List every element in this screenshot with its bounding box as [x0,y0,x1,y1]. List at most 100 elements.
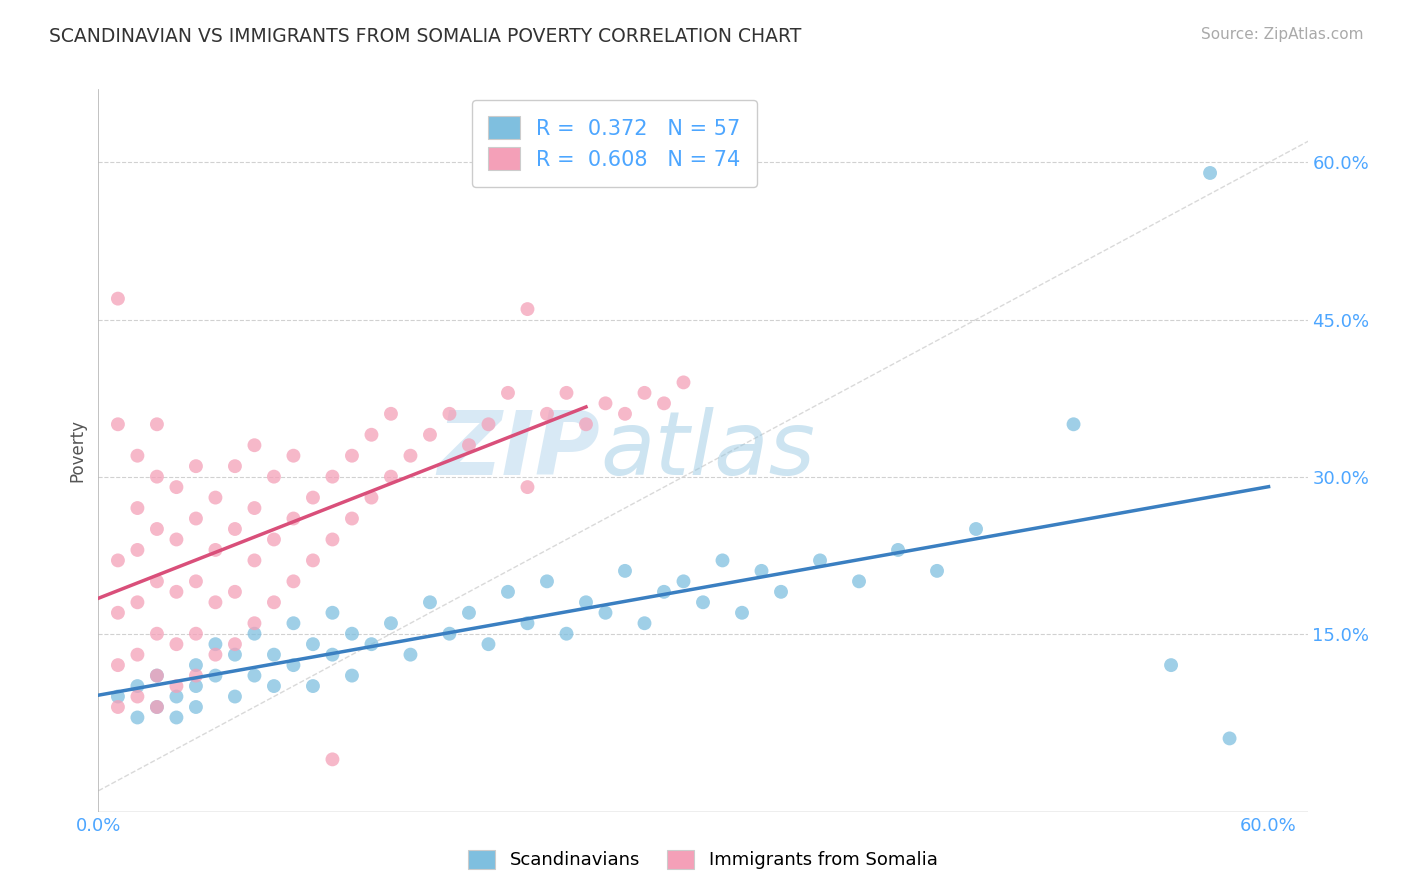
Point [496,385,519,400]
Point [769,584,792,599]
Point [321,648,343,662]
Point [165,690,187,704]
Text: Source: ZipAtlas.com: Source: ZipAtlas.com [1201,27,1364,42]
Point [595,606,617,620]
Point [263,469,285,483]
Point [711,553,734,567]
Point [887,543,910,558]
Point [283,616,305,631]
Point [399,449,422,463]
Point [224,522,246,536]
Point [283,574,305,589]
Point [224,584,246,599]
Point [283,658,305,673]
Point [302,553,325,567]
Point [107,606,129,620]
Point [146,522,169,536]
Point [496,584,519,599]
Point [808,553,831,567]
Point [263,595,285,609]
Point [302,637,325,651]
Point [652,396,675,410]
Point [672,376,695,390]
Point [283,511,305,525]
Point [477,637,499,651]
Point [165,480,187,494]
Point [360,427,382,442]
Point [633,385,655,400]
Point [184,668,207,682]
Point [692,595,714,609]
Point [146,469,169,483]
Point [340,626,363,640]
Point [243,501,266,516]
Point [165,637,187,651]
Point [439,626,461,640]
Point [107,658,129,673]
Point [204,491,226,505]
Point [536,407,558,421]
Point [731,606,754,620]
Point [243,616,266,631]
Point [633,616,655,631]
Point [107,417,129,432]
Point [419,427,441,442]
Point [380,616,402,631]
Point [848,574,870,589]
Point [243,668,266,682]
Legend: R =  0.372   N = 57, R =  0.608   N = 74: R = 0.372 N = 57, R = 0.608 N = 74 [471,100,756,186]
Point [439,407,461,421]
Point [184,626,207,640]
Point [321,752,343,766]
Point [204,637,226,651]
Point [243,438,266,452]
Point [224,648,246,662]
Point [321,469,343,483]
Point [419,595,441,609]
Point [127,710,149,724]
Point [184,459,207,474]
Point [146,668,169,682]
Point [146,700,169,714]
Point [146,417,169,432]
Point [360,491,382,505]
Point [165,533,187,547]
Point [107,700,129,714]
Point [243,626,266,640]
Point [107,553,129,567]
Point [263,648,285,662]
Point [925,564,948,578]
Point [340,668,363,682]
Point [224,690,246,704]
Point [204,668,226,682]
Point [107,292,129,306]
Point [184,700,207,714]
Point [204,543,226,558]
Point [146,668,169,682]
Point [146,626,169,640]
Point [243,553,266,567]
Point [146,574,169,589]
Point [555,385,578,400]
Y-axis label: Poverty: Poverty [69,419,87,482]
Point [1199,166,1222,180]
Point [614,407,637,421]
Point [516,480,538,494]
Point [340,511,363,525]
Point [302,679,325,693]
Point [614,564,637,578]
Point [575,595,598,609]
Point [652,584,675,599]
Point [536,574,558,589]
Point [283,449,305,463]
Point [380,407,402,421]
Point [204,595,226,609]
Point [146,700,169,714]
Point [672,574,695,589]
Point [127,543,149,558]
Point [127,690,149,704]
Point [263,679,285,693]
Point [965,522,987,536]
Point [184,679,207,693]
Point [127,679,149,693]
